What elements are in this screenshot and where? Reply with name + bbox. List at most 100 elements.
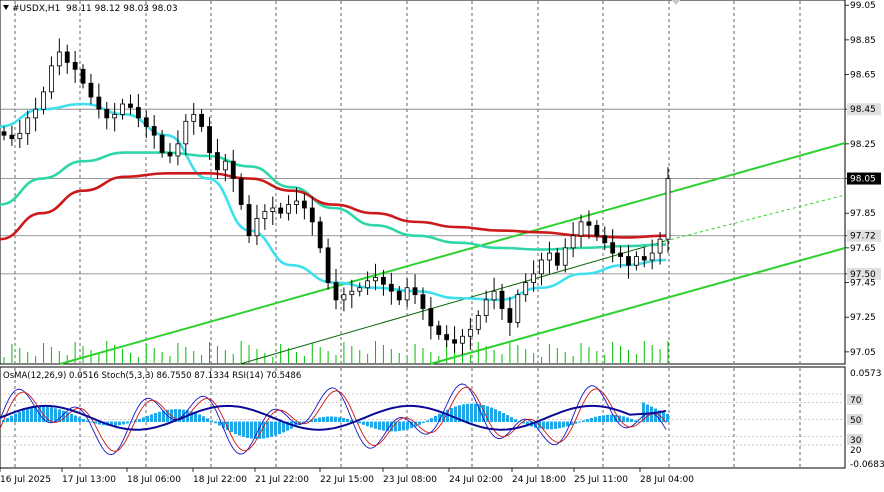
collapse-arrow-icon[interactable] <box>3 5 9 10</box>
osma-bar <box>410 421 413 429</box>
osma-bar <box>450 408 453 422</box>
candle-body <box>128 103 133 108</box>
osma-bar <box>202 416 205 422</box>
price-axis: 99.05 98.85 98.65 98.45 98.25 98.05 97.85 97.72… <box>845 1 881 358</box>
osma-bar <box>366 421 369 427</box>
channel-mid-line <box>239 240 666 365</box>
time-tick-label: 25 Jul 11:00 <box>574 475 628 485</box>
osma-bar <box>58 409 61 422</box>
price-tick-label: 98.65 <box>850 71 876 81</box>
osma-bar <box>318 417 321 422</box>
candle-body <box>562 247 568 266</box>
candle-body <box>1 131 7 136</box>
osma-bar <box>198 414 201 422</box>
time-tick-label: 18 Jul 22:00 <box>193 475 247 485</box>
osma-bar <box>46 406 49 422</box>
candle-body <box>270 207 276 212</box>
osma-bar <box>162 410 165 422</box>
candle-body <box>41 91 46 110</box>
osma-bar <box>210 420 213 422</box>
osma-bar <box>298 421 301 425</box>
indicator-tick-label: 0.0573 <box>850 369 882 379</box>
osma-bar <box>190 411 193 422</box>
osma-bar <box>82 418 85 422</box>
price-tick-label: 98.45 <box>850 105 876 115</box>
osma-bar <box>586 419 589 422</box>
osma-bar <box>218 421 221 426</box>
candle-body <box>531 273 537 283</box>
osma-bar <box>630 418 633 422</box>
osma-bar <box>546 421 549 430</box>
osma-bar <box>286 421 289 431</box>
candle-body <box>333 282 339 301</box>
candle-body <box>554 252 560 266</box>
osma-bar <box>382 421 385 431</box>
osma-bar <box>246 421 249 438</box>
shift-marker-icon[interactable] <box>670 0 682 5</box>
osma-bar <box>494 409 497 422</box>
candle-body <box>626 256 631 266</box>
indicator-tick-label: 20 <box>850 446 862 456</box>
osma-bar <box>434 415 437 422</box>
candle-body <box>183 120 189 145</box>
osma-bar <box>18 411 21 422</box>
osma-bar <box>242 421 245 437</box>
osma-bar <box>334 416 337 422</box>
candle-body <box>373 276 378 282</box>
indicator-panel[interactable] <box>0 366 846 469</box>
symbol-title: #USDX,H1 <box>12 4 60 14</box>
candle-body <box>80 68 86 84</box>
osma-bar <box>270 421 273 437</box>
osma-bar <box>454 406 457 422</box>
candle-body <box>365 280 371 289</box>
candle-body <box>507 308 513 323</box>
candle-body <box>547 252 552 261</box>
candle-body <box>222 160 228 171</box>
osma-bar <box>378 421 381 430</box>
candle-body <box>17 133 23 140</box>
candle-body <box>56 51 62 67</box>
candle-body <box>586 221 592 226</box>
candle-body <box>246 204 252 237</box>
trend-channel[interactable] <box>59 142 846 365</box>
price-level-tag <box>847 103 881 116</box>
candle-body <box>286 204 291 214</box>
indicator-tick-label: 30 <box>850 436 862 446</box>
osma-bar <box>22 410 25 422</box>
level-lines <box>0 108 845 275</box>
current-price-tag <box>847 172 881 185</box>
candle-body <box>199 114 205 127</box>
candle-body <box>578 221 584 237</box>
time-tick-label: 23 Jul 08:00 <box>383 475 437 485</box>
osma-bar <box>258 421 261 439</box>
osma-bar <box>62 410 65 422</box>
stoch-signal-line <box>0 386 667 452</box>
price-tick-label: 97.45 <box>850 279 876 289</box>
candle-body <box>191 114 197 122</box>
time-tick-label: 24 Jul 18:00 <box>512 475 566 485</box>
osma-bar <box>206 418 209 422</box>
candle-body <box>665 178 671 240</box>
osma-bar <box>238 421 241 436</box>
candle-body <box>49 65 54 93</box>
candle-body <box>238 178 244 205</box>
osma-bar <box>418 421 421 425</box>
channel-upper-line <box>59 142 846 365</box>
osma-bar <box>398 421 401 432</box>
osma-bar <box>110 421 113 426</box>
osma-bar <box>498 411 501 422</box>
candle-body <box>33 108 39 119</box>
candle-body <box>539 259 544 275</box>
candle-body <box>649 252 655 261</box>
candle-body <box>9 134 15 140</box>
price-level-tag <box>847 267 881 280</box>
osma-bar <box>78 417 81 422</box>
time-tick-label: 28 Jul 04:00 <box>640 475 694 485</box>
channel-lower-line <box>429 247 846 365</box>
candle-body <box>167 152 173 157</box>
osma-bar <box>506 415 509 422</box>
osma-bar <box>26 408 29 422</box>
osma-bar <box>330 416 333 422</box>
